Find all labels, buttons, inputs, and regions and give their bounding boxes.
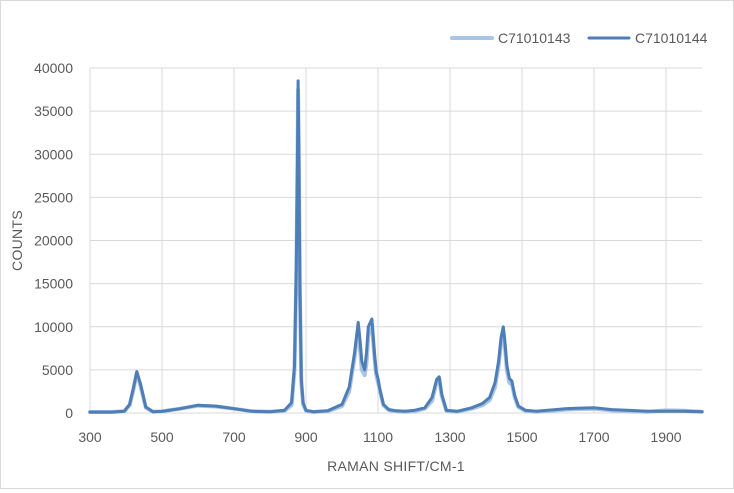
x-tick-label: 500 [150, 429, 174, 445]
series-line-C71010143 [88, 87, 704, 414]
series-layer [88, 79, 704, 414]
x-tick-label: 900 [294, 429, 318, 445]
legend-label: C71010143 [498, 30, 571, 46]
x-tick-label: 300 [78, 429, 102, 445]
x-tick-label: 1100 [363, 429, 393, 445]
y-tick-label: 20000 [34, 233, 73, 249]
x-tick-label: 1300 [434, 429, 465, 445]
y-axis-title: COUNTS [9, 210, 25, 271]
x-tick-label: 700 [222, 429, 246, 445]
gridlines [89, 67, 702, 414]
x-axis-ticks: 300 500 700 900 1100 1300 1500 1700 1900 [78, 429, 681, 445]
y-tick-label: 40000 [34, 60, 73, 76]
y-tick-label: 30000 [34, 146, 73, 162]
x-tick-label: 1900 [650, 429, 681, 445]
y-tick-label: 35000 [34, 103, 73, 119]
series-line-C71010144 [88, 79, 704, 414]
y-tick-label: 25000 [34, 189, 73, 205]
x-tick-label: 1500 [506, 429, 537, 445]
y-tick-label: 10000 [34, 319, 73, 335]
x-tick-label: 1700 [578, 429, 609, 445]
x-axis-title: RAMAN SHIFT/CM-1 [327, 458, 465, 474]
legend-label: C71010144 [635, 30, 708, 46]
y-tick-label: 15000 [34, 276, 73, 292]
y-tick-label: 0 [65, 405, 73, 421]
y-tick-label: 5000 [42, 362, 73, 378]
legend: C71010143 C71010144 [450, 30, 708, 46]
y-axis-ticks: 0 5000 10000 15000 20000 25000 30000 35000 40000 [34, 60, 73, 421]
